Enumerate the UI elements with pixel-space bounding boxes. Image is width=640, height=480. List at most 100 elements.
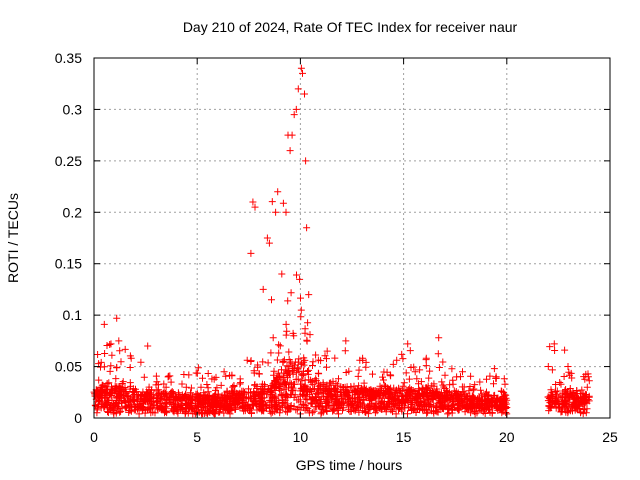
data-point xyxy=(405,375,413,383)
data-point xyxy=(332,379,340,387)
data-point xyxy=(282,320,290,328)
data-point xyxy=(250,394,258,402)
data-point xyxy=(305,366,313,374)
data-point xyxy=(223,396,231,404)
data-point xyxy=(189,410,197,418)
data-point xyxy=(301,356,309,364)
data-point xyxy=(211,410,218,418)
data-point xyxy=(118,399,125,407)
data-point xyxy=(192,404,200,412)
data-point-outlier xyxy=(127,354,135,362)
data-point xyxy=(217,405,225,413)
data-point xyxy=(100,363,108,371)
data-point xyxy=(301,382,309,390)
data-point xyxy=(460,399,468,407)
data-point xyxy=(131,388,138,396)
data-point xyxy=(193,390,201,398)
data-point xyxy=(347,384,355,392)
data-point xyxy=(179,406,187,414)
data-point xyxy=(258,382,266,390)
data-point xyxy=(361,384,368,392)
data-point xyxy=(163,399,171,407)
data-point xyxy=(352,388,360,396)
data-point xyxy=(107,362,115,370)
data-point xyxy=(168,388,176,395)
data-point xyxy=(281,378,289,386)
data-point xyxy=(108,351,116,359)
y-tick-label: 0.15 xyxy=(55,256,82,272)
data-point-outlier xyxy=(301,90,308,98)
data-point xyxy=(205,399,213,407)
data-point xyxy=(289,384,297,392)
data-point xyxy=(458,383,466,391)
data-point xyxy=(477,386,485,394)
chart-title: Day 210 of 2024, Rate Of TEC Index for r… xyxy=(183,19,518,35)
data-point xyxy=(364,410,372,418)
data-point xyxy=(278,366,285,374)
data-point xyxy=(582,370,590,378)
data-point xyxy=(214,390,222,398)
data-point xyxy=(220,368,228,376)
data-point xyxy=(276,406,284,414)
data-point xyxy=(199,396,207,404)
data-point xyxy=(226,372,234,379)
data-point xyxy=(548,391,556,399)
data-point xyxy=(441,371,449,379)
data-point xyxy=(100,404,108,412)
data-point xyxy=(161,403,169,411)
data-point-outlier xyxy=(272,208,280,216)
data-point xyxy=(488,409,496,417)
data-point xyxy=(380,400,388,408)
data-point xyxy=(399,382,407,390)
data-point xyxy=(401,404,409,412)
data-point xyxy=(566,393,574,401)
data-point xyxy=(297,380,304,388)
data-point xyxy=(467,372,475,380)
data-point xyxy=(339,386,347,394)
data-point xyxy=(389,360,397,368)
data-point xyxy=(105,379,113,387)
data-point xyxy=(399,395,407,403)
data-point xyxy=(335,410,342,418)
data-point xyxy=(303,337,311,345)
data-point-outlier xyxy=(263,234,271,242)
data-point xyxy=(113,363,121,371)
data-point-outlier xyxy=(274,188,282,196)
data-point xyxy=(292,375,300,383)
data-point xyxy=(229,383,237,391)
data-point xyxy=(276,342,284,350)
data-point xyxy=(275,341,283,349)
data-point xyxy=(260,394,268,402)
data-point xyxy=(146,393,154,401)
data-point xyxy=(448,365,456,373)
data-point xyxy=(274,369,282,377)
data-point xyxy=(259,390,267,398)
data-point xyxy=(285,348,293,356)
data-point xyxy=(417,378,425,386)
data-point xyxy=(107,390,115,398)
data-point xyxy=(279,401,287,409)
data-point-outlier xyxy=(292,105,300,113)
data-point xyxy=(170,408,178,416)
data-point xyxy=(551,388,559,396)
data-point xyxy=(547,403,555,411)
data-point xyxy=(324,397,332,405)
data-point xyxy=(309,358,317,366)
data-point xyxy=(237,379,244,387)
data-point-outlier xyxy=(299,69,306,77)
data-point xyxy=(313,397,320,404)
y-tick-label: 0.35 xyxy=(55,50,82,66)
data-point xyxy=(297,306,305,314)
data-point xyxy=(97,393,105,401)
data-point xyxy=(583,383,591,391)
data-point xyxy=(311,398,319,406)
data-point xyxy=(335,375,342,383)
data-point xyxy=(287,380,295,388)
data-point xyxy=(355,408,363,416)
data-point xyxy=(180,394,188,402)
data-point xyxy=(135,410,143,418)
data-point xyxy=(246,405,254,413)
data-point xyxy=(251,381,259,389)
data-point xyxy=(577,399,585,407)
data-point-outlier xyxy=(251,203,259,211)
